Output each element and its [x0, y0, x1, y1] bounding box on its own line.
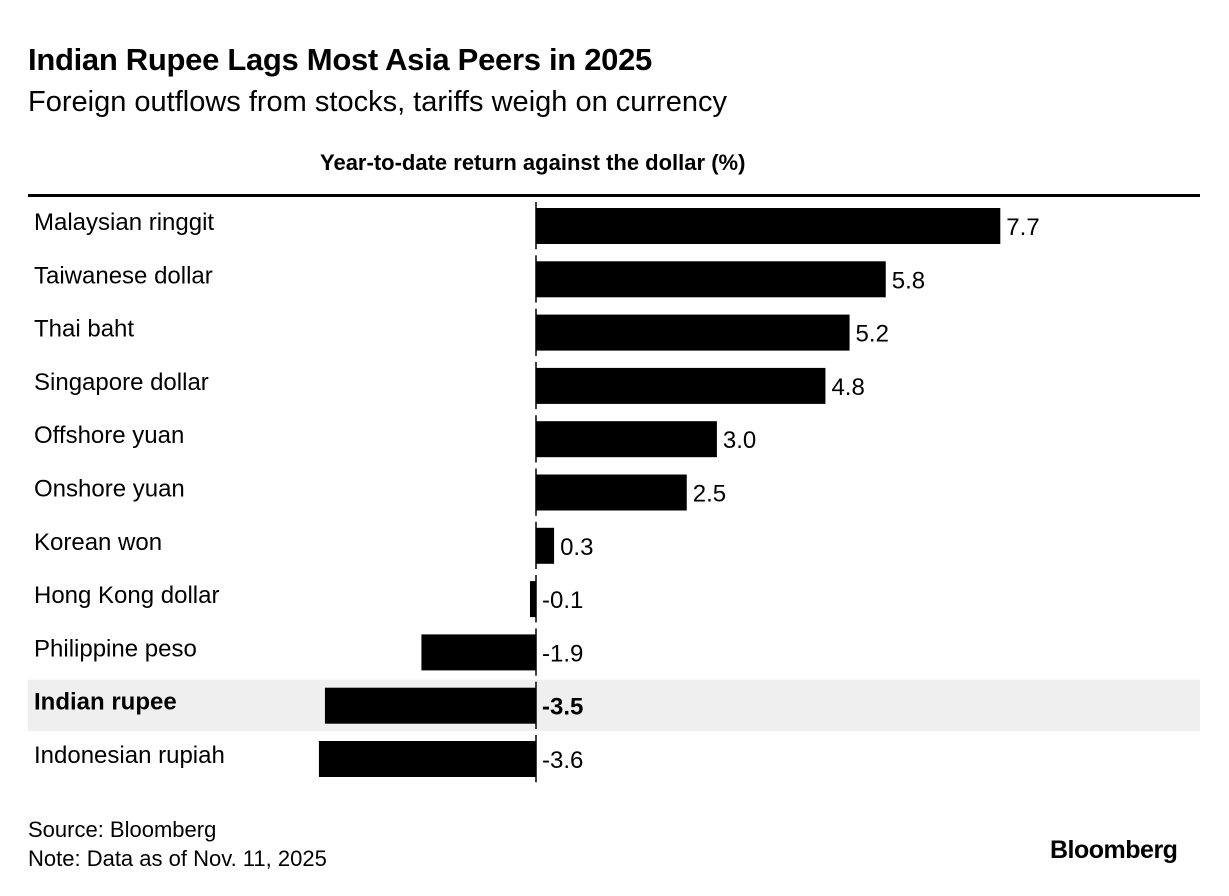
value-label: 5.8: [892, 267, 925, 294]
value-label: -1.9: [542, 640, 583, 667]
bar: [536, 367, 826, 404]
bar: [536, 261, 886, 298]
category-label: Indonesian rupiah: [34, 742, 225, 769]
bar: [324, 687, 536, 724]
value-label: -3.5: [542, 694, 583, 721]
bar: [536, 527, 555, 564]
note-text: Note: Data as of Nov. 11, 2025: [28, 846, 327, 871]
category-label: Onshore yuan: [34, 476, 185, 503]
value-label: 5.2: [856, 321, 889, 348]
top-rule: [28, 194, 1200, 197]
value-label: 2.5: [693, 481, 726, 508]
category-label: Offshore yuan: [34, 422, 184, 449]
category-label: Philippine peso: [34, 635, 197, 662]
category-label: Malaysian ringgit: [34, 209, 214, 236]
category-label: Korean won: [34, 529, 162, 556]
bar: [536, 208, 1001, 244]
chart-subtitle: Foreign outflows from stocks, tariffs we…: [28, 86, 727, 118]
bar: [536, 421, 717, 458]
bloomberg-logo: Bloomberg: [1050, 836, 1178, 864]
category-label: Thai baht: [34, 316, 134, 343]
category-label: Indian rupee: [34, 689, 177, 716]
value-label: 7.7: [1006, 214, 1039, 241]
value-header: Year-to-date return against the dollar (…: [320, 150, 746, 175]
highlight-row: [28, 679, 1200, 731]
value-label: 3.0: [723, 427, 756, 454]
chart-title: Indian Rupee Lags Most Asia Peers in 202…: [28, 42, 652, 77]
bar: [536, 474, 687, 511]
bar: [529, 581, 536, 618]
category-label: Taiwanese dollar: [34, 262, 213, 289]
value-label: -0.1: [542, 587, 583, 614]
category-label: Hong Kong dollar: [34, 582, 219, 609]
bar: [421, 634, 536, 671]
bar: [536, 314, 850, 351]
value-label: -3.6: [542, 747, 583, 774]
category-label: Singapore dollar: [34, 369, 209, 396]
source-notes: Source: Bloomberg Note: Data as of Nov. …: [28, 815, 327, 873]
value-label: 0.3: [560, 534, 593, 561]
value-label: 4.8: [831, 374, 864, 401]
source-text: Source: Bloomberg: [28, 817, 217, 842]
bar: [318, 741, 536, 777]
